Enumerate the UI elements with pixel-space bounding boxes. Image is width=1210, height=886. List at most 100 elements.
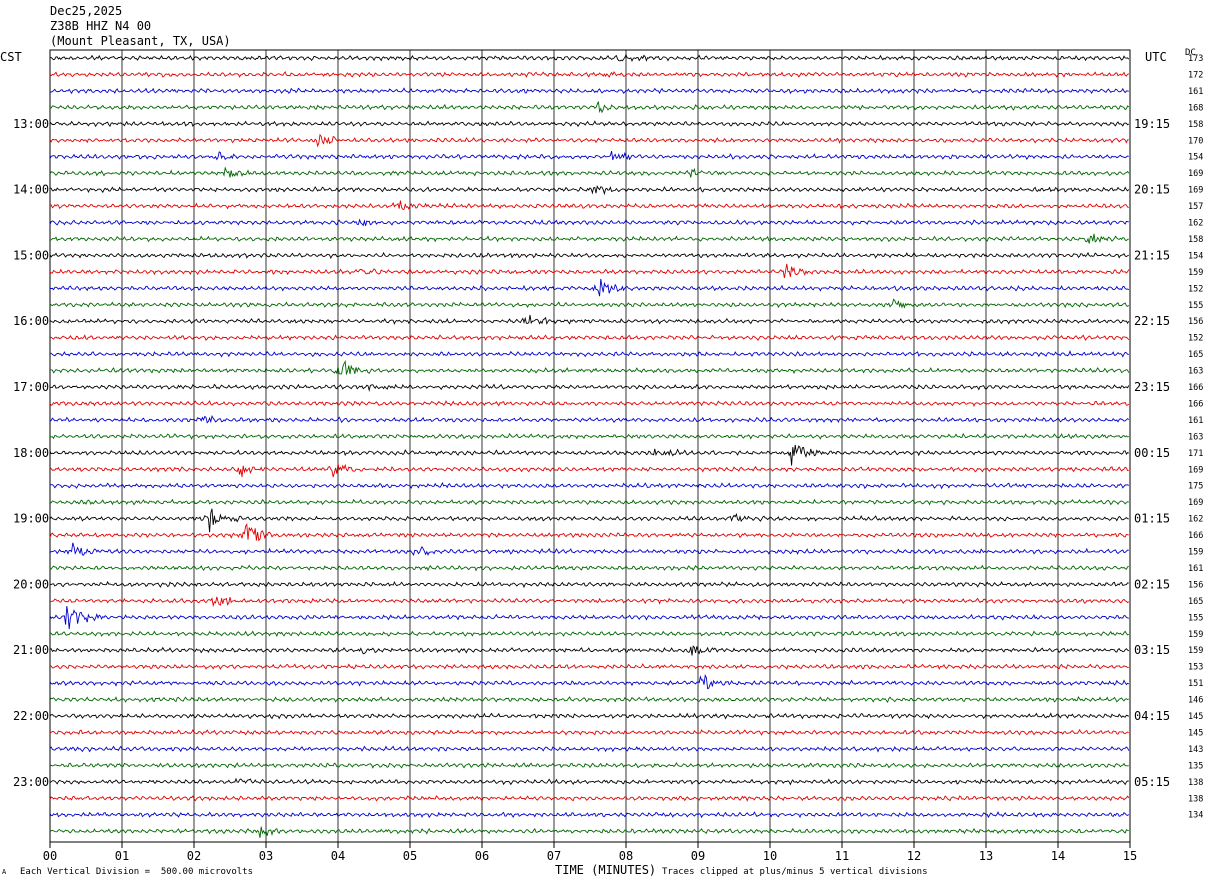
dc-offset-label: 169 xyxy=(1188,186,1203,196)
trace-line xyxy=(49,523,1129,542)
dc-offset-label: 175 xyxy=(1188,482,1203,492)
dc-offset-label: 159 xyxy=(1188,646,1203,656)
dc-offset-label: 162 xyxy=(1188,515,1203,525)
dc-offset-label: 145 xyxy=(1188,728,1203,738)
trace-line xyxy=(49,542,1129,556)
dc-offset-label: 152 xyxy=(1188,284,1203,294)
right-hour-label: 01:15 xyxy=(1134,512,1170,526)
x-tick-label: 15 xyxy=(1123,849,1137,863)
dc-offset-label: 170 xyxy=(1188,136,1203,146)
trace-line xyxy=(49,795,1130,802)
right-hour-label: 05:15 xyxy=(1134,775,1170,789)
trace-line xyxy=(49,663,1129,671)
dc-offset-label: 169 xyxy=(1188,465,1203,475)
left-hour-label: 22:00 xyxy=(13,709,49,723)
trace-line xyxy=(49,745,1130,753)
left-hour-label: 15:00 xyxy=(13,248,49,262)
right-hour-label: 02:15 xyxy=(1134,577,1170,591)
right-hour-label: 04:15 xyxy=(1134,709,1170,723)
right-hour-label: 23:15 xyxy=(1134,380,1170,394)
dc-offset-label: 173 xyxy=(1188,54,1203,64)
left-timezone-label: CST xyxy=(0,50,22,64)
x-axis-label: TIME (MINUTES) xyxy=(555,863,657,877)
trace-line xyxy=(49,185,1130,196)
trace-line xyxy=(49,383,1130,392)
trace-line xyxy=(49,278,1130,297)
dc-offset-label: 166 xyxy=(1188,399,1203,409)
trace-line xyxy=(49,498,1129,506)
x-tick-label: 02 xyxy=(187,849,201,863)
dc-offset-label: 154 xyxy=(1188,251,1203,261)
dc-offset-label: 135 xyxy=(1188,761,1203,771)
dc-offset-label: 157 xyxy=(1188,202,1203,212)
trace-line xyxy=(49,596,1130,608)
dc-offset-label: 163 xyxy=(1188,367,1203,377)
dc-offset-label: 156 xyxy=(1188,580,1203,590)
trace-line xyxy=(49,334,1130,341)
trace-line xyxy=(49,762,1129,769)
dc-offset-label: 162 xyxy=(1188,219,1203,229)
trace-line xyxy=(49,359,1130,376)
header-station: Z38B HHZ N4 00 xyxy=(50,19,152,33)
trace-line xyxy=(49,251,1130,260)
trace-line xyxy=(49,53,1130,62)
left-hour-label: 20:00 xyxy=(13,577,49,591)
x-tick-label: 06 xyxy=(475,849,489,863)
right-hour-label: 19:15 xyxy=(1134,117,1170,131)
left-hour-label: 13:00 xyxy=(13,117,49,131)
dc-offset-label: 158 xyxy=(1188,120,1203,130)
dc-offset-label: 152 xyxy=(1188,334,1203,344)
trace-line xyxy=(49,87,1129,95)
dc-offset-label: 138 xyxy=(1188,794,1203,804)
dc-offset-label: 155 xyxy=(1188,301,1203,311)
x-tick-label: 12 xyxy=(907,849,921,863)
dc-offset-label: 171 xyxy=(1188,449,1203,459)
right-hour-label: 03:15 xyxy=(1134,643,1170,657)
dc-offset-label: 134 xyxy=(1188,811,1203,821)
trace-line xyxy=(49,70,1130,78)
trace-line xyxy=(49,298,1130,309)
plot-frame xyxy=(49,49,1131,843)
x-tick-label: 01 xyxy=(115,849,129,863)
trace-line xyxy=(49,314,1130,325)
x-tick-label: 10 xyxy=(763,849,777,863)
trace-line xyxy=(49,133,1129,148)
trace-line xyxy=(49,606,1129,630)
trace-line xyxy=(49,580,1129,589)
trace-line xyxy=(49,350,1129,358)
dc-offset-label: 158 xyxy=(1188,235,1203,245)
trace-line xyxy=(49,415,1130,424)
dc-offset-label: 154 xyxy=(1188,153,1203,163)
x-tick-label: 14 xyxy=(1051,849,1065,863)
x-tick-label: 03 xyxy=(259,849,273,863)
trace-line xyxy=(49,674,1130,690)
trace-line xyxy=(49,101,1130,114)
x-tick-label: 08 xyxy=(619,849,633,863)
trace-line xyxy=(49,811,1130,819)
clip-note: Traces clipped at plus/minus 5 vertical … xyxy=(662,867,928,877)
dc-offset-label: 159 xyxy=(1188,268,1203,278)
corner-mark: A xyxy=(2,868,7,876)
left-hour-label: 16:00 xyxy=(13,314,49,328)
right-hour-label: 22:15 xyxy=(1134,314,1170,328)
right-hour-label: 20:15 xyxy=(1134,183,1170,197)
trace-line xyxy=(49,432,1129,440)
trace-line xyxy=(49,729,1129,736)
trace-line xyxy=(49,218,1129,227)
x-tick-label: 04 xyxy=(331,849,345,863)
trace-line xyxy=(49,200,1129,210)
trace-line xyxy=(49,645,1130,656)
trace-line xyxy=(49,696,1129,704)
scale-note: Each Vertical Division = 500.00 microvol… xyxy=(20,867,253,877)
x-tick-label: 09 xyxy=(691,849,705,863)
dc-offset-label: 161 xyxy=(1188,416,1203,426)
dc-offset-label: 166 xyxy=(1188,383,1203,393)
left-hour-label: 19:00 xyxy=(13,512,49,526)
dc-offset-label: 168 xyxy=(1188,103,1203,113)
dc-offset-label: 138 xyxy=(1188,778,1203,788)
dc-offset-label: 169 xyxy=(1188,498,1203,508)
x-tick-label: 07 xyxy=(547,849,561,863)
trace-line xyxy=(49,508,1129,533)
x-tick-label: 00 xyxy=(43,849,57,863)
trace-line xyxy=(49,150,1129,161)
